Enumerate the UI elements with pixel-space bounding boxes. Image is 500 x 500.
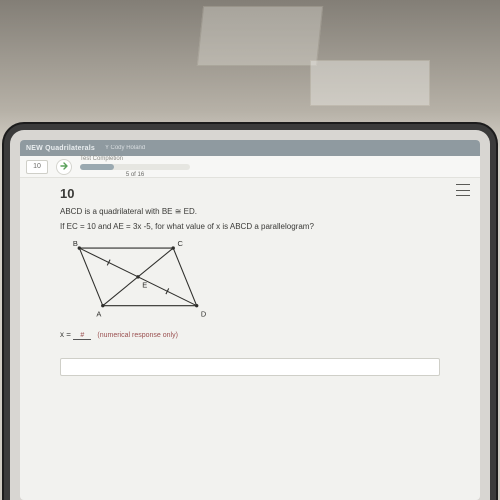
svg-text:C: C: [177, 239, 183, 248]
whiteboard: [310, 60, 430, 106]
test-completion-bar: [80, 164, 190, 170]
answer-blank[interactable]: #: [73, 332, 91, 340]
equation-prefix: x =: [60, 330, 71, 339]
ceiling-panel: [197, 6, 323, 66]
topbar-title: NEW Quadrilaterals: [26, 145, 95, 152]
test-completion-block: Test Completion 5 of 16: [80, 156, 190, 178]
question-content: 10 ABCD is a quadrilateral with BE ≅ ED.…: [20, 178, 480, 500]
svg-text:B: B: [73, 239, 78, 248]
test-completion-label: Test Completion: [80, 156, 190, 162]
question-number: 10: [60, 186, 440, 201]
next-button[interactable]: [56, 159, 72, 175]
parallelogram-diagram: B C A D E: [58, 239, 218, 319]
svg-text:A: A: [96, 309, 101, 318]
arrow-right-icon: [59, 161, 69, 173]
answer-hint: (numerical response only): [97, 332, 178, 339]
app-topbar: NEW Quadrilaterals Y Cody Holand: [20, 140, 480, 156]
question-line-1: ABCD is a quadrilateral with BE ≅ ED.: [60, 207, 440, 216]
svg-text:E: E: [142, 281, 147, 290]
question-number-box-value: 10: [33, 163, 41, 170]
question-number-box[interactable]: 10: [26, 160, 48, 174]
test-completion-fill: [80, 164, 114, 170]
test-completion-count: 5 of 16: [80, 172, 190, 178]
equation-line: x = # (numerical response only): [60, 330, 440, 340]
progress-bar-row: 10 Test Completion 5 of 16: [20, 156, 480, 178]
svg-text:D: D: [201, 309, 207, 318]
topbar-subtitle: Y Cody Holand: [105, 145, 145, 151]
question-line-2: If EC = 10 and AE = 3x -5, for what valu…: [60, 222, 440, 231]
answer-input[interactable]: [60, 358, 440, 376]
screen: NEW Quadrilaterals Y Cody Holand 10 Test…: [20, 140, 480, 500]
hamburger-icon[interactable]: [456, 184, 470, 196]
laptop-frame: NEW Quadrilaterals Y Cody Holand 10 Test…: [10, 130, 490, 500]
